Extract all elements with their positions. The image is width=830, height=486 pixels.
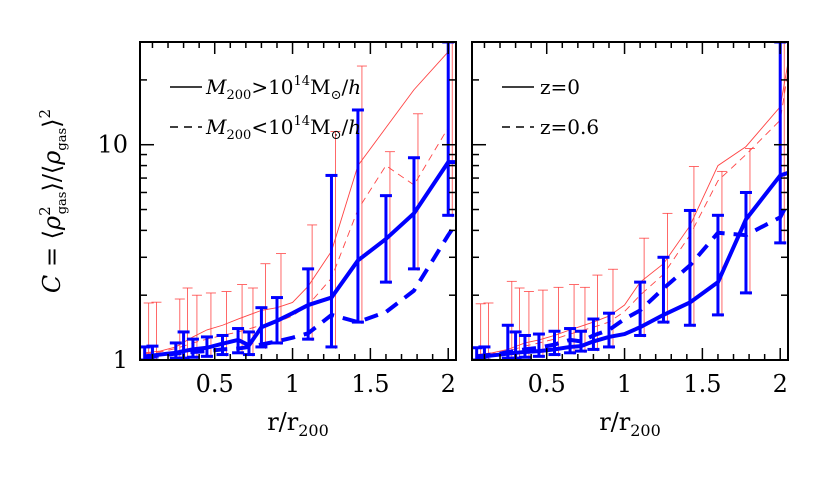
red-series-thin [476, 62, 788, 355]
x-tick-label: 2 [441, 370, 456, 398]
left-plot-area [140, 42, 456, 360]
series-line-solid [476, 170, 788, 360]
legend-label-low-mass: M200<1014M⊙/h [205, 114, 361, 143]
x-tick-label: 1 [617, 370, 632, 398]
right-legend: z=0 z=0.6 [502, 75, 599, 139]
x-tick-label: 0.5 [196, 370, 234, 398]
x-tick-label: 1.5 [351, 370, 389, 398]
legend-label-z06: z=0.6 [540, 115, 599, 139]
right-panel-frame [471, 41, 789, 361]
red-series-thin [144, 51, 449, 354]
y-tick-label: 1 [113, 346, 128, 374]
x-tick-label: 0.5 [528, 370, 566, 398]
right-ticks: 0.5 1 1.5 2 [472, 42, 788, 398]
left-legend: M200>1014M⊙/h M200<1014M⊙/h [170, 74, 361, 143]
x-tick-label: 2 [773, 370, 788, 398]
series-line-solid [144, 160, 456, 359]
x-tick-label: 1.5 [683, 370, 721, 398]
y-axis-title: C = ⟨ρ2gas⟩/⟨ρgas⟩2 [36, 109, 70, 293]
x-tick-label: 1 [285, 370, 300, 398]
series-line-dashed [476, 201, 788, 359]
left-x-axis-title: r/r200 [267, 408, 329, 440]
right-plot-area [472, 42, 788, 360]
legend-label-high-mass: M200>1014M⊙/h [205, 74, 361, 103]
right-panel: 0.5 1 1.5 2 z=0 z=0.6 r/r200 [471, 41, 789, 440]
right-x-axis-title: r/r200 [599, 408, 661, 440]
series-line-dashed [144, 222, 456, 360]
y-tick-label: 10 [97, 131, 128, 159]
left-panel-frame [139, 41, 457, 361]
red-series-thin-dashed [144, 127, 449, 355]
svg-text:C = ⟨ρ2gas⟩/⟨ρgas⟩2: C = ⟨ρ2gas⟩/⟨ρgas⟩2 [36, 109, 70, 293]
left-ticks: 0.5 1 1.5 2 1 10 [97, 42, 456, 398]
legend-label-z0: z=0 [540, 75, 580, 99]
